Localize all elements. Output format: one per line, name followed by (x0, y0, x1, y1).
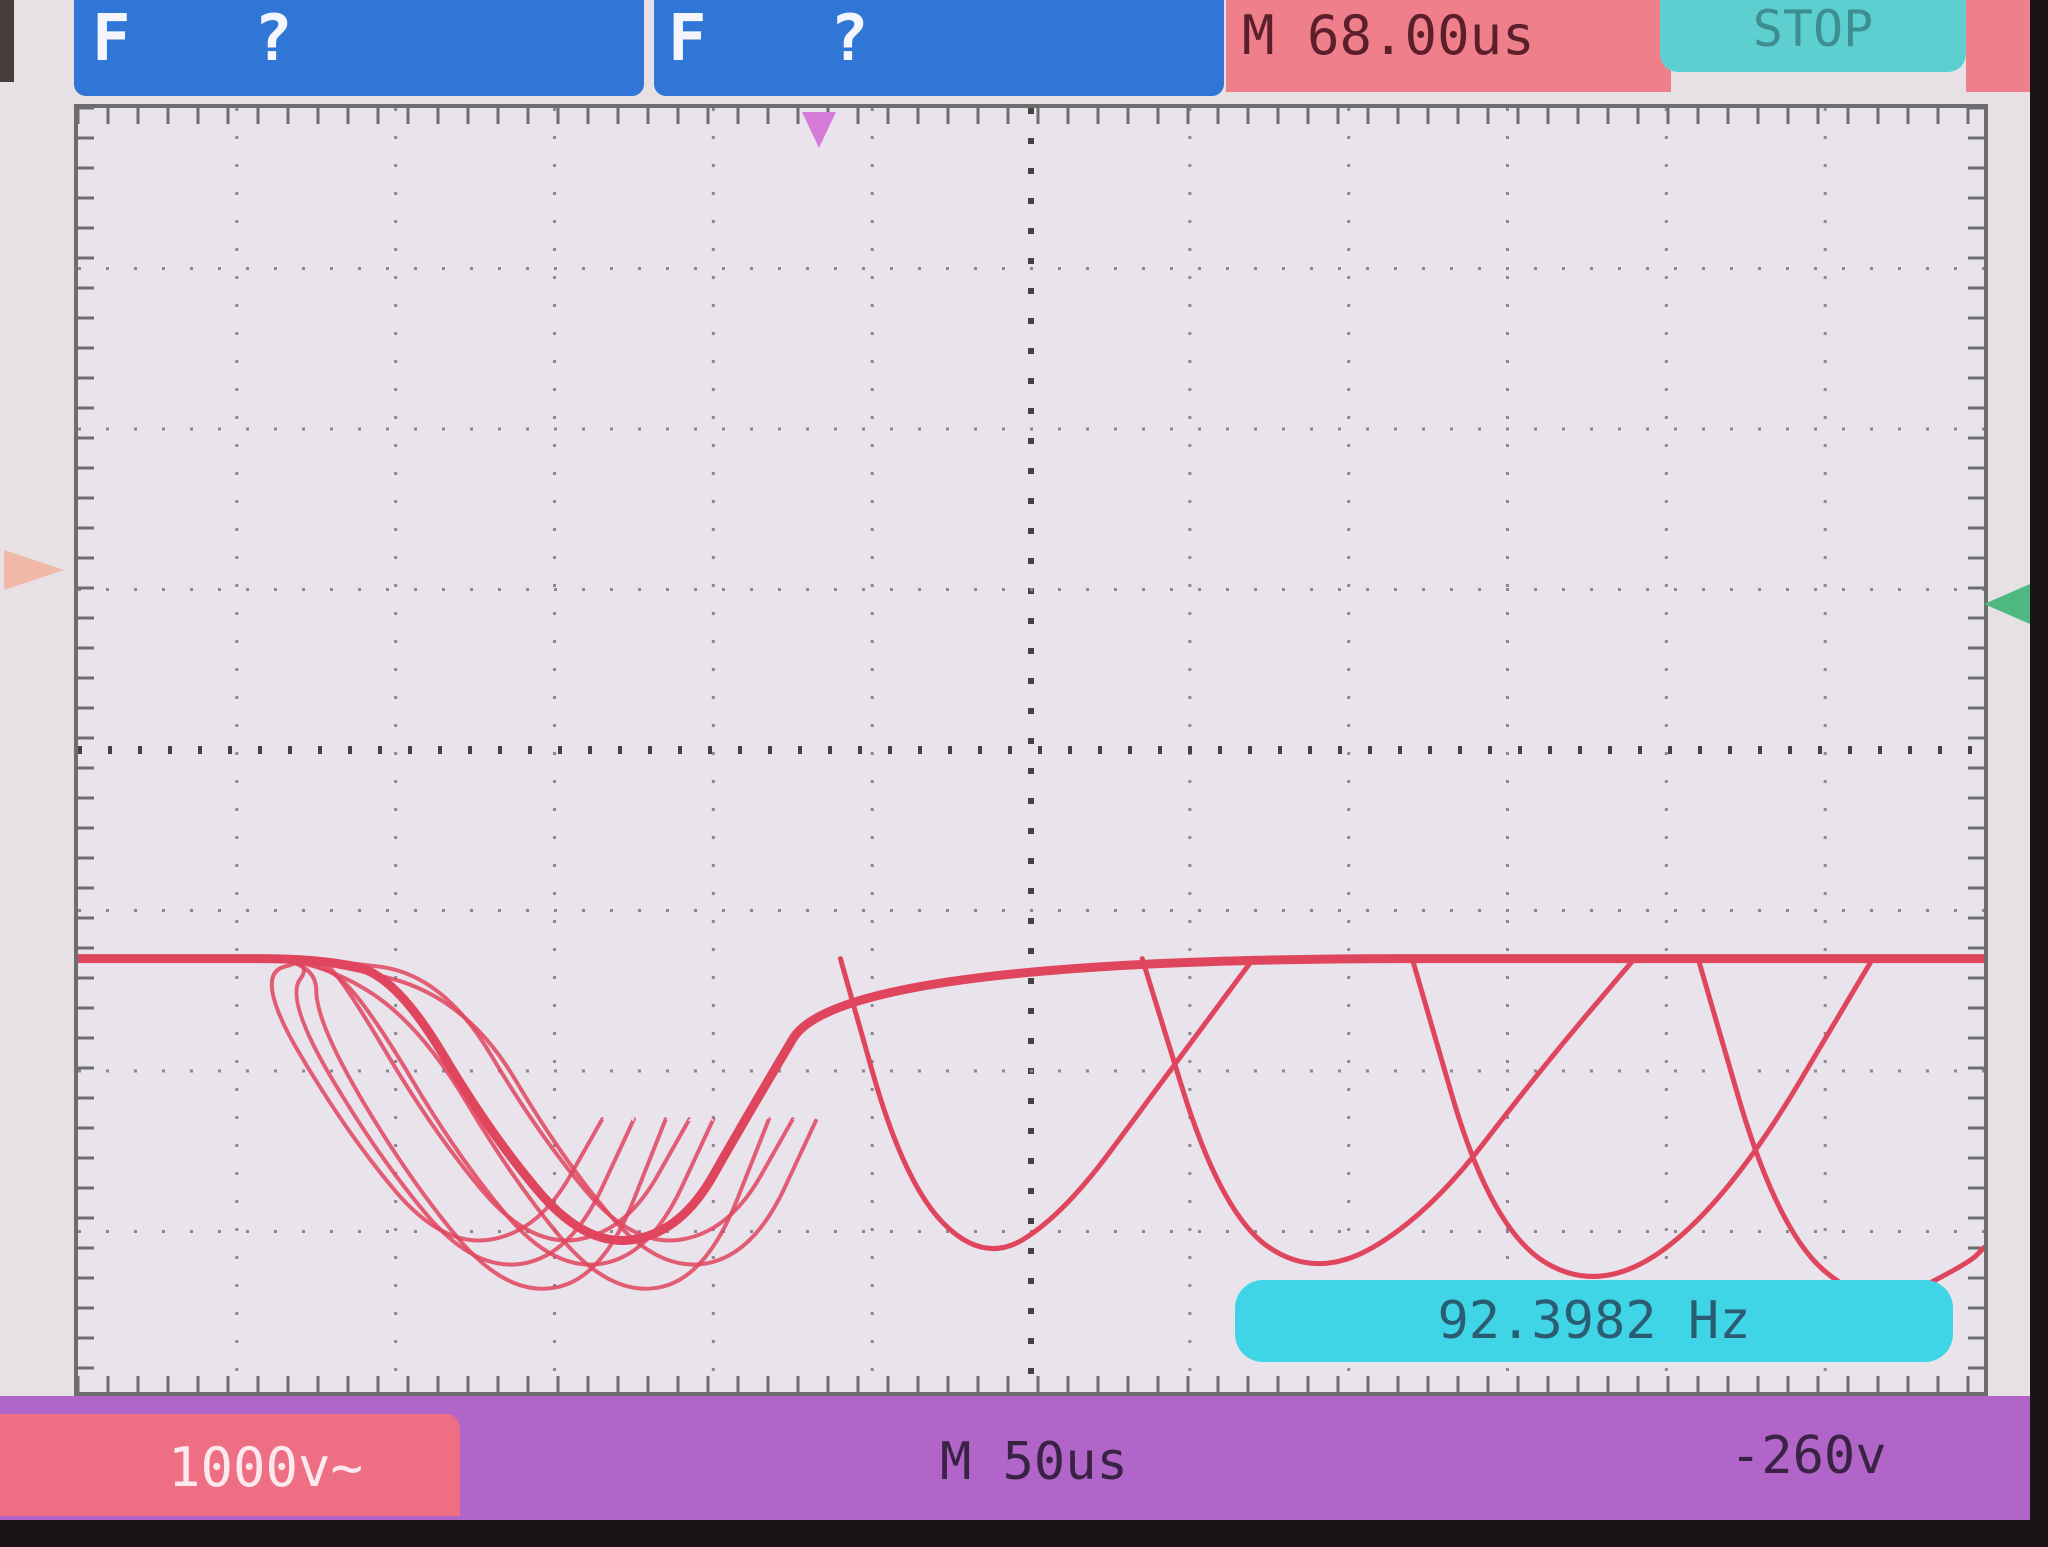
trigger-position-box[interactable]: M 68.00us (1226, 0, 1671, 92)
persistence-trace (78, 959, 602, 1241)
persistence-trace (78, 959, 793, 1241)
oscilloscope-screen: F ? F ? M 68.00us STOP 92.3982 Hz 1000v~ (0, 0, 2030, 1520)
ch1-ground-marker[interactable] (4, 550, 64, 590)
ch1-status-box[interactable]: F ? (74, 0, 644, 96)
ch2-status-letter: F (668, 2, 707, 76)
trace-ring-1 (840, 959, 1253, 1249)
graticule (78, 108, 1984, 1392)
trigger-level-marker[interactable] (1984, 584, 2030, 624)
top-right-edge (1966, 0, 2030, 92)
ch1-status-letter: F (92, 2, 131, 76)
ch1-scale-box[interactable]: 1000v~ (0, 1414, 460, 1516)
trace-ring-2 (1142, 959, 1634, 1264)
persistence-trace (78, 959, 817, 1265)
trigger-position-label: M 68.00us (1242, 4, 1535, 67)
waveform-display[interactable] (74, 104, 1988, 1396)
frequency-readout: 92.3982 Hz (1235, 1280, 1953, 1362)
screen-edge (0, 0, 14, 82)
run-stop-indicator[interactable]: STOP (1660, 0, 1966, 72)
waveform-plot (78, 108, 1984, 1392)
trigger-position-marker[interactable] (802, 112, 836, 150)
bottom-status-bar: 1000v~ M 50us -260v (0, 1396, 2030, 1520)
ch1-status-symbol: ? (254, 2, 293, 76)
ch2-status-symbol: ? (830, 2, 869, 76)
top-status-bar: F ? F ? M 68.00us STOP (0, 0, 2030, 100)
trace-ring-3 (1412, 959, 1873, 1277)
trigger-level-label[interactable]: -260v (1730, 1426, 1887, 1486)
ch1-scale-label: 1000v~ (168, 1436, 363, 1499)
ch2-status-box[interactable]: F ? (654, 0, 1224, 96)
timebase-label[interactable]: M 50us (940, 1432, 1128, 1492)
